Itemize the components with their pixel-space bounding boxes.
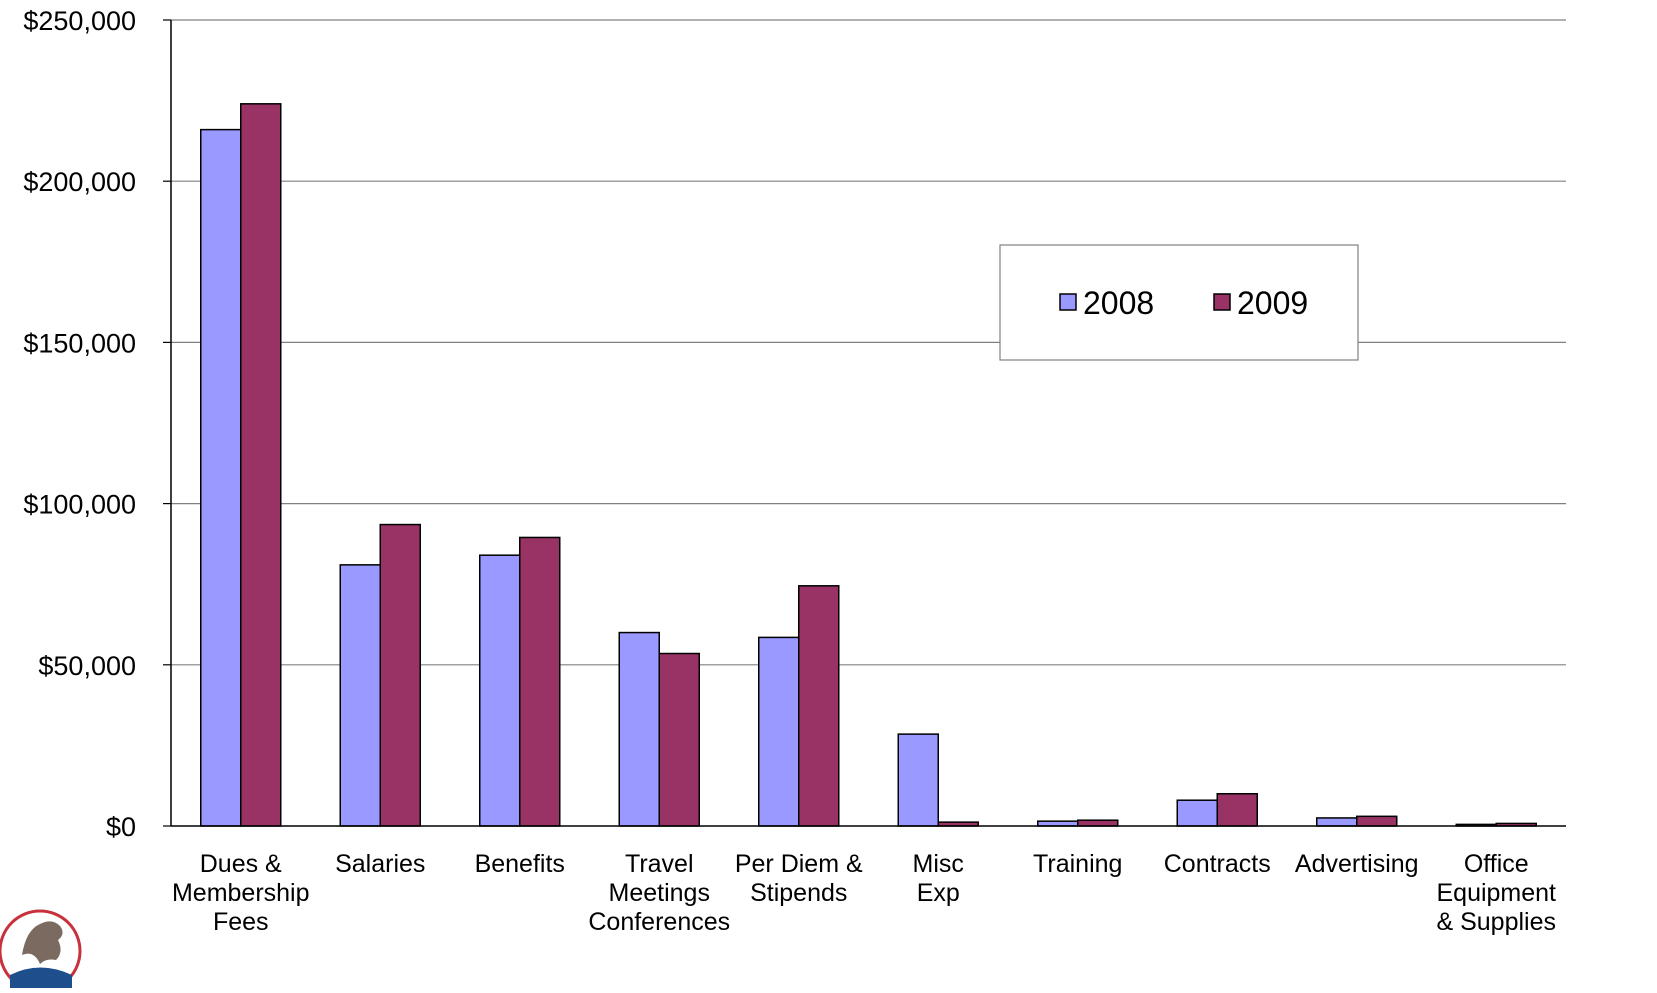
y-tick-labels: $0 $50,000 $100,000 $150,000 $200,000 $250,00… xyxy=(23,6,136,842)
category-label: Salaries xyxy=(335,850,425,878)
gridlines xyxy=(171,19,1566,666)
bar-2008-1 xyxy=(339,564,381,827)
bar-2008-2 xyxy=(479,554,521,827)
legend: 2008 2009 xyxy=(999,244,1359,361)
bar-2008-4 xyxy=(758,636,800,827)
category-label: Per Diem & Stipends xyxy=(735,850,863,907)
category-label: Misc Exp xyxy=(913,850,964,907)
category-label: Advertising xyxy=(1295,850,1419,878)
category-label: Travel Meetings Conferences xyxy=(588,850,730,936)
bar-2009-8 xyxy=(1356,815,1398,827)
bar-2009-0 xyxy=(240,103,282,827)
bar-2008-0 xyxy=(200,128,242,827)
category-label: Benefits xyxy=(475,850,565,878)
legend-label-2008: 2008 xyxy=(1083,285,1154,321)
legend-swatch-2009 xyxy=(1213,293,1231,311)
category-label: Contracts xyxy=(1164,850,1271,878)
category-label: Office Equipment & Supplies xyxy=(1436,850,1556,936)
x-category-labels: Dues & Membership Fees Salaries Benefits Trav… xyxy=(172,850,1556,936)
bar-2008-5 xyxy=(897,733,939,827)
y-tick-label: $50,000 xyxy=(38,651,136,681)
legend-swatch-2008 xyxy=(1059,293,1077,311)
legend-label-2009: 2009 xyxy=(1237,285,1308,321)
bar-2009-3 xyxy=(658,652,700,827)
bars xyxy=(200,103,1537,827)
bar-2008-3 xyxy=(618,631,660,827)
category-label: Dues & Membership Fees xyxy=(172,850,310,936)
logo-icon xyxy=(0,909,82,993)
bar-2008-7 xyxy=(1176,799,1218,827)
y-tick-label: $200,000 xyxy=(23,167,136,197)
bar-2009-4 xyxy=(798,585,840,827)
axes xyxy=(163,19,1566,827)
category-label: Training xyxy=(1033,850,1122,878)
y-tick-label: $150,000 xyxy=(23,328,136,358)
bar-2009-1 xyxy=(379,523,421,827)
y-tick-label: $250,000 xyxy=(23,6,136,36)
bar-2009-6 xyxy=(1077,819,1119,827)
bar-2009-7 xyxy=(1216,793,1258,827)
y-tick-label: $0 xyxy=(106,812,136,842)
y-tick-label: $100,000 xyxy=(23,490,136,520)
bar-2009-2 xyxy=(519,536,561,827)
bar-2008-8 xyxy=(1316,817,1358,827)
